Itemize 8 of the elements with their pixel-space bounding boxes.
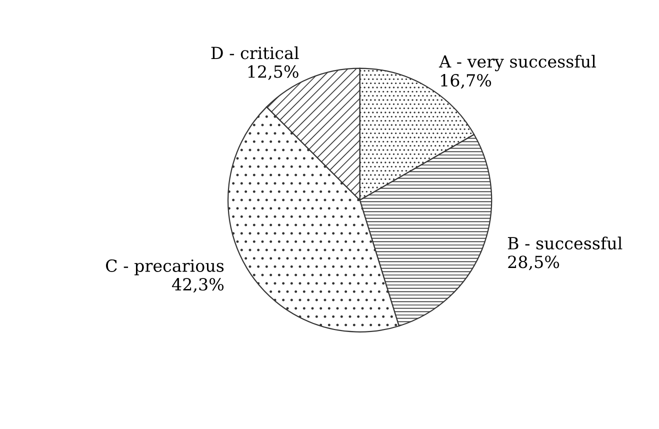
- data-label: 16,7%: [441, 74, 492, 89]
- slice-label: A - very successful: [438, 54, 596, 72]
- data-label: 12,5%: [248, 65, 298, 80]
- slice-label: C - precarious: [106, 259, 224, 276]
- data-label: 42,3%: [172, 278, 224, 293]
- slice-label: B - successful: [508, 236, 622, 250]
- data-label: 28,5%: [508, 256, 560, 270]
- slice-label: D - critical: [211, 46, 299, 60]
